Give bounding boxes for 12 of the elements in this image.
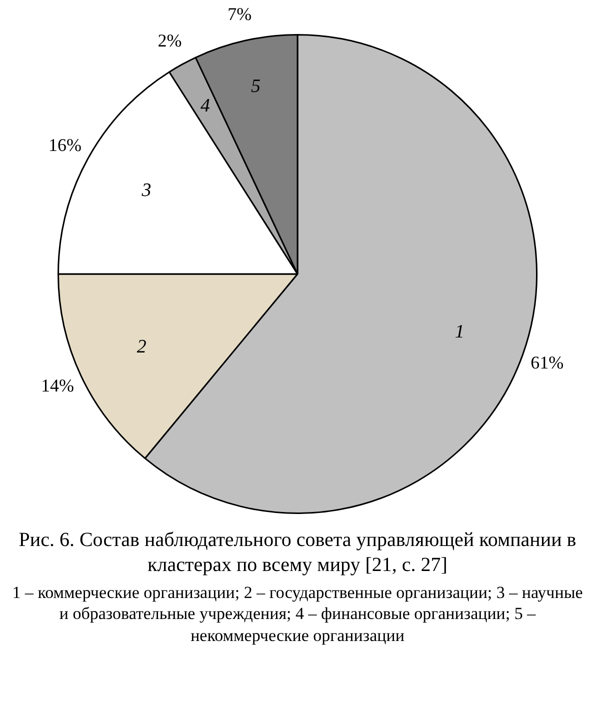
data-label: 2%	[158, 30, 182, 50]
data-label: 7%	[228, 4, 252, 24]
data-label: 14%	[40, 376, 74, 396]
slice-label: 3	[140, 180, 152, 202]
slice-label: 5	[250, 76, 260, 98]
text: Рис. 6. Состав наблюдательного совета управляющей компании в кластерах по всему миру [21, с. 27]	[18, 528, 578, 578]
slice-label: 2	[136, 336, 147, 358]
slice-label: 4	[200, 95, 211, 116]
data-label: 61%	[530, 352, 564, 373]
data-label: 16%	[48, 134, 82, 155]
text: 1 – коммерческие организации; 2 – государственные организации; 3 – научные и образовательные учреждения; 4 – финансовые организации; 5 – некоммерческие организации	[11, 582, 584, 646]
slice-label: 1	[454, 321, 464, 342]
